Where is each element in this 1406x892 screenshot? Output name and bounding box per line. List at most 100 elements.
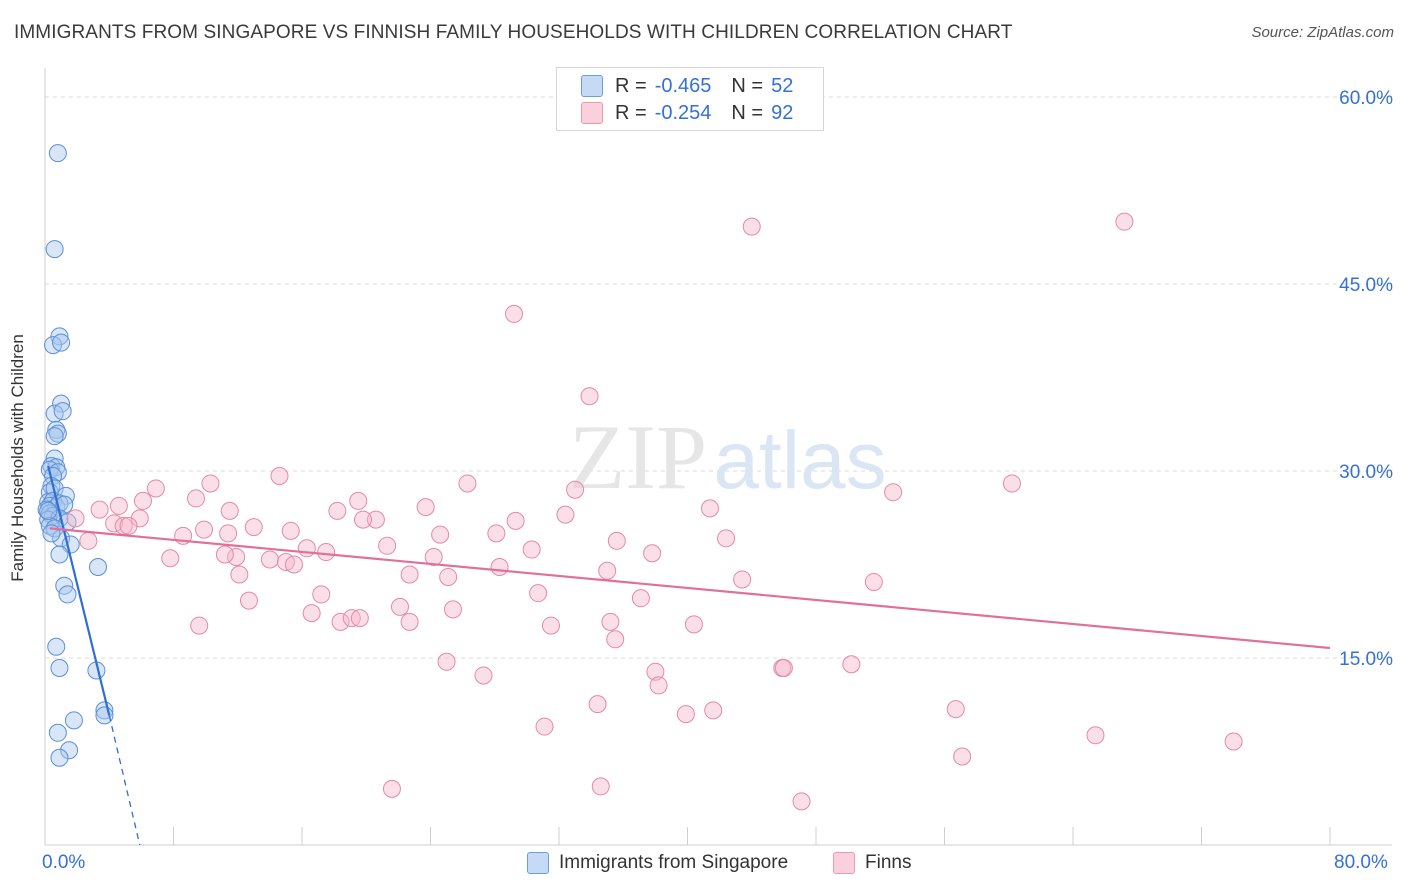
trend-lines (47, 465, 1331, 846)
point-finns (220, 501, 239, 520)
point-singapore (39, 501, 58, 520)
point-finns (354, 510, 373, 529)
legend-item-finns: Finns (833, 852, 911, 874)
y-axis-label: Family Households with Children (8, 334, 27, 582)
point-finns (606, 630, 625, 649)
point-singapore (42, 524, 61, 543)
legend-r-label: R = (615, 101, 647, 124)
point-finns (458, 474, 477, 493)
point-singapore (50, 748, 69, 767)
point-singapore (40, 516, 59, 535)
point-finns (186, 489, 205, 508)
point-finns (416, 498, 435, 517)
legend-swatch-finns (833, 852, 855, 874)
legend-r-label: R = (615, 74, 647, 97)
legend-label-singapore: Immigrants from Singapore (559, 852, 789, 873)
point-finns (350, 609, 369, 628)
point-finns (378, 536, 397, 555)
point-singapore (52, 394, 71, 413)
point-finns (382, 779, 401, 798)
point-finns (646, 662, 665, 681)
point-singapore (64, 711, 83, 730)
point-finns (774, 658, 793, 677)
point-finns (490, 557, 509, 576)
y-tick-label-60: 60.0% (1339, 88, 1393, 109)
point-finns (146, 479, 165, 498)
point-finns (1115, 212, 1134, 231)
point-singapore (53, 402, 72, 421)
point-finns (717, 529, 736, 548)
point-singapore (48, 723, 67, 742)
series-legend: Immigrants from Singapore Finns (0, 852, 1406, 878)
point-finns (443, 600, 462, 619)
point-finns (631, 589, 650, 608)
trend-line-finns (49, 527, 1331, 650)
point-finns (215, 545, 234, 564)
point-finns (733, 570, 752, 589)
points-finns (66, 212, 1243, 811)
point-finns (244, 518, 263, 537)
point-finns (946, 700, 965, 719)
point-finns (90, 500, 109, 519)
point-finns (79, 531, 98, 550)
point-singapore (89, 557, 108, 576)
legend-r-value: -0.254 (654, 101, 712, 124)
y-tick-label-15: 15.0% (1339, 649, 1393, 670)
point-finns (505, 304, 524, 323)
point-singapore (45, 240, 64, 259)
point-finns (487, 524, 506, 543)
point-finns (227, 548, 246, 567)
point-finns (366, 510, 385, 529)
point-singapore (50, 545, 69, 564)
watermark-zip: ZIP (569, 406, 707, 508)
point-finns (953, 747, 972, 766)
point-finns (400, 612, 419, 631)
legend-label-finns: Finns (865, 852, 912, 873)
point-finns (591, 777, 610, 796)
legend-row-singapore: R = -0.465 N = 52 (581, 73, 793, 99)
point-finns (700, 499, 719, 518)
x-tick-label-max: 80.0% (1334, 852, 1388, 873)
point-finns (842, 655, 861, 674)
point-finns (884, 483, 903, 502)
point-singapore (60, 741, 79, 760)
point-finns (541, 616, 560, 635)
legend-swatch-finns (581, 102, 603, 124)
legend-item-singapore: Immigrants from Singapore (527, 852, 788, 874)
point-singapore (48, 424, 67, 443)
y-tick-labels: 15.0% 30.0% 45.0% 60.0% (1339, 88, 1393, 670)
points-immigrants-from-singapore (37, 144, 114, 767)
point-finns (1224, 732, 1243, 751)
point-finns (424, 548, 443, 567)
point-singapore (50, 658, 69, 677)
point-finns (284, 555, 303, 574)
point-finns (601, 612, 620, 631)
point-singapore (95, 706, 114, 725)
point-finns (607, 531, 626, 550)
legend-r-value: -0.465 (654, 74, 712, 97)
point-finns (1086, 726, 1105, 745)
point-finns (390, 597, 409, 616)
point-finns (400, 565, 419, 584)
correlation-legend: R = -0.465 N = 52 R = -0.254 N = 92 (556, 67, 824, 131)
point-finns (431, 525, 450, 544)
point-finns (529, 584, 548, 603)
point-finns (684, 615, 703, 634)
chart-title: IMMIGRANTS FROM SINGAPORE VS FINNISH FAM… (14, 22, 1013, 43)
point-finns (328, 501, 347, 520)
point-finns (864, 572, 883, 591)
point-finns (474, 666, 493, 685)
legend-n-value: 92 (771, 101, 794, 124)
point-singapore (47, 637, 66, 656)
point-finns (556, 505, 575, 524)
point-finns (270, 466, 289, 485)
legend-n-label: N = (731, 74, 764, 97)
point-finns (161, 549, 180, 568)
point-singapore (58, 585, 77, 604)
watermark: ZIP atlas (569, 406, 887, 508)
legend-n-value: 52 (771, 74, 794, 97)
point-finns (312, 585, 331, 604)
point-finns (66, 509, 85, 528)
point-finns (230, 565, 249, 584)
